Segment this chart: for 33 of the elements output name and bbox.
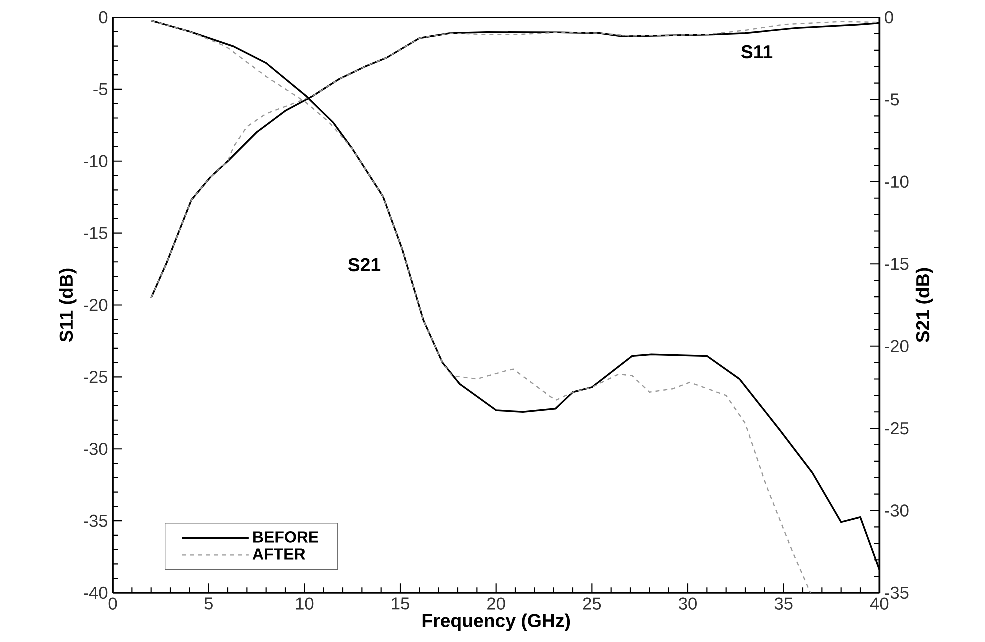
annotation: S21 [348,258,381,272]
y-axis-title: S11 (dB) [59,268,77,342]
annotation: S11 [741,45,773,59]
x-tick-label: 20 [488,598,506,610]
y-tick-label: -5 [94,83,108,96]
x-axis-title: Frequency (GHz) [422,614,570,632]
x-tick-label: 30 [679,598,697,610]
y2-tick-label: -35 [885,586,909,600]
y-tick-label: -40 [84,586,108,600]
legend-label: BEFORE [254,532,319,543]
y-tick-label: -30 [84,442,108,456]
y2-tick-label: -30 [885,504,909,517]
y2-tick-label: -10 [885,176,909,188]
x-tick-label: 40 [870,598,889,610]
y2-tick-label: 0 [885,11,894,24]
y2-tick-label: -15 [885,258,909,270]
x-tick-label: 10 [296,598,314,610]
legend-label: AFTER [252,548,306,560]
x-tick-label: 25 [583,598,602,610]
y2-tick-label: -25 [885,422,909,435]
y2-tick-label: -5 [885,94,900,106]
y2-axis-title: S21 (dB) [916,268,934,343]
y-tick-label: 0 [99,11,108,24]
y-tick-label: -15 [84,227,108,240]
x-tick-label: 0 [108,598,118,610]
x-tick-label: 5 [204,598,213,610]
y2-tick-label: -20 [885,340,909,352]
y-tick-label: -35 [84,514,108,528]
y-tick-label: -20 [84,299,108,312]
y-tick-label: -25 [84,371,108,384]
y-tick-label: -10 [84,155,108,168]
x-tick-label: 15 [392,598,410,610]
x-tick-label: 35 [774,598,793,610]
